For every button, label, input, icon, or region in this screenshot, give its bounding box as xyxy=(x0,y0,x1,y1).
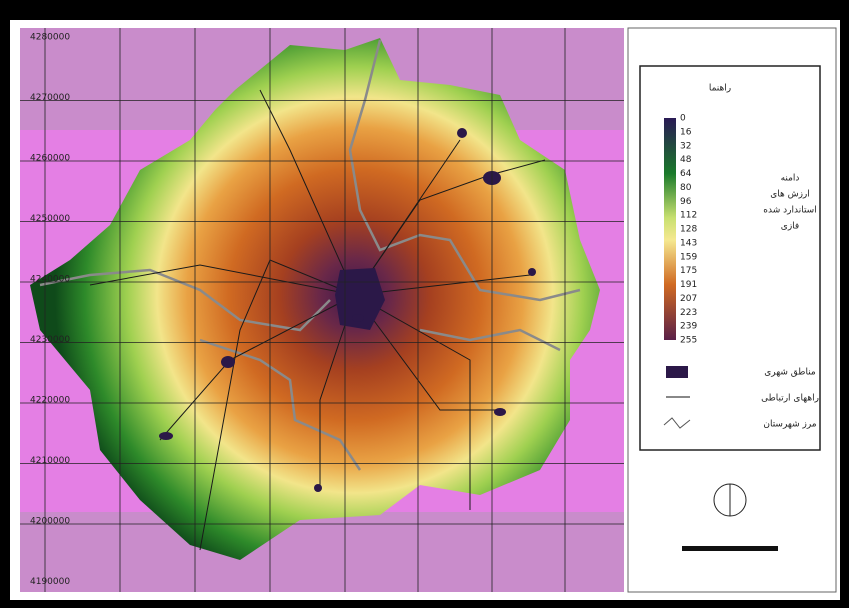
y-label: 4210000 xyxy=(30,456,70,466)
y-label: 4250000 xyxy=(30,214,70,224)
scale-tick: 48 xyxy=(680,155,692,165)
legend-item: مرز شهرستان xyxy=(763,420,816,430)
scale-tick: 239 xyxy=(680,322,697,332)
y-label: 4190000 xyxy=(30,577,70,587)
legend-title: راهنما xyxy=(709,84,731,94)
scale-tick: 207 xyxy=(680,294,697,304)
scale-ticks: 0 16 32 48 64 80 96 112 128 143 159 175 191 207 223 239… xyxy=(680,114,697,346)
scale-tick: 16 xyxy=(680,127,692,137)
y-label: 4200000 xyxy=(30,517,70,527)
legend-item: راههای ارتباطی xyxy=(761,394,819,404)
scale-tick: 80 xyxy=(680,183,692,193)
fuzzy-surface xyxy=(30,38,600,560)
y-label: 4240000 xyxy=(30,275,70,285)
scale-tick: 191 xyxy=(680,280,697,290)
caption-line: استاندارد شده xyxy=(763,206,816,216)
y-label: 4270000 xyxy=(30,93,70,103)
scale-caption: دامنه ارزش های استاندارد شده فازی xyxy=(763,174,816,232)
grid xyxy=(20,28,624,592)
scale-tick: 175 xyxy=(680,266,697,276)
scale-tick: 112 xyxy=(680,211,697,221)
caption-line: ارزش های xyxy=(770,190,810,200)
border-symbol xyxy=(663,417,691,429)
scale-tick: 159 xyxy=(680,252,697,262)
scale-bar xyxy=(682,546,778,551)
caption-line: دامنه xyxy=(781,174,800,184)
legend-item: مناطق شهری xyxy=(764,368,816,378)
urban-symbol xyxy=(666,366,688,378)
scale-tick: 32 xyxy=(680,141,691,151)
urban-areas xyxy=(159,128,536,492)
scale-tick: 223 xyxy=(680,308,697,318)
color-bar xyxy=(664,118,676,340)
legend-items: مناطق شهری راههای ارتباطی مرز شهرستان xyxy=(761,368,819,430)
scale-tick: 96 xyxy=(680,197,692,207)
y-label: 4230000 xyxy=(30,335,70,345)
y-label: 4260000 xyxy=(30,154,70,164)
y-label: 4280000 xyxy=(30,33,70,43)
scale-tick: 128 xyxy=(680,225,697,235)
scale-tick: 143 xyxy=(680,238,697,248)
y-label: 4220000 xyxy=(30,396,70,406)
scale-tick: 0 xyxy=(680,114,686,124)
caption-line: فازی xyxy=(781,222,799,232)
y-labels: 4280000 4270000 4260000 4250000 4240000 42300… xyxy=(30,33,70,588)
scale-tick: 64 xyxy=(680,169,692,179)
county-borders xyxy=(39,39,581,471)
map-band-bottom xyxy=(20,512,624,592)
scale-tick: 255 xyxy=(680,336,697,346)
